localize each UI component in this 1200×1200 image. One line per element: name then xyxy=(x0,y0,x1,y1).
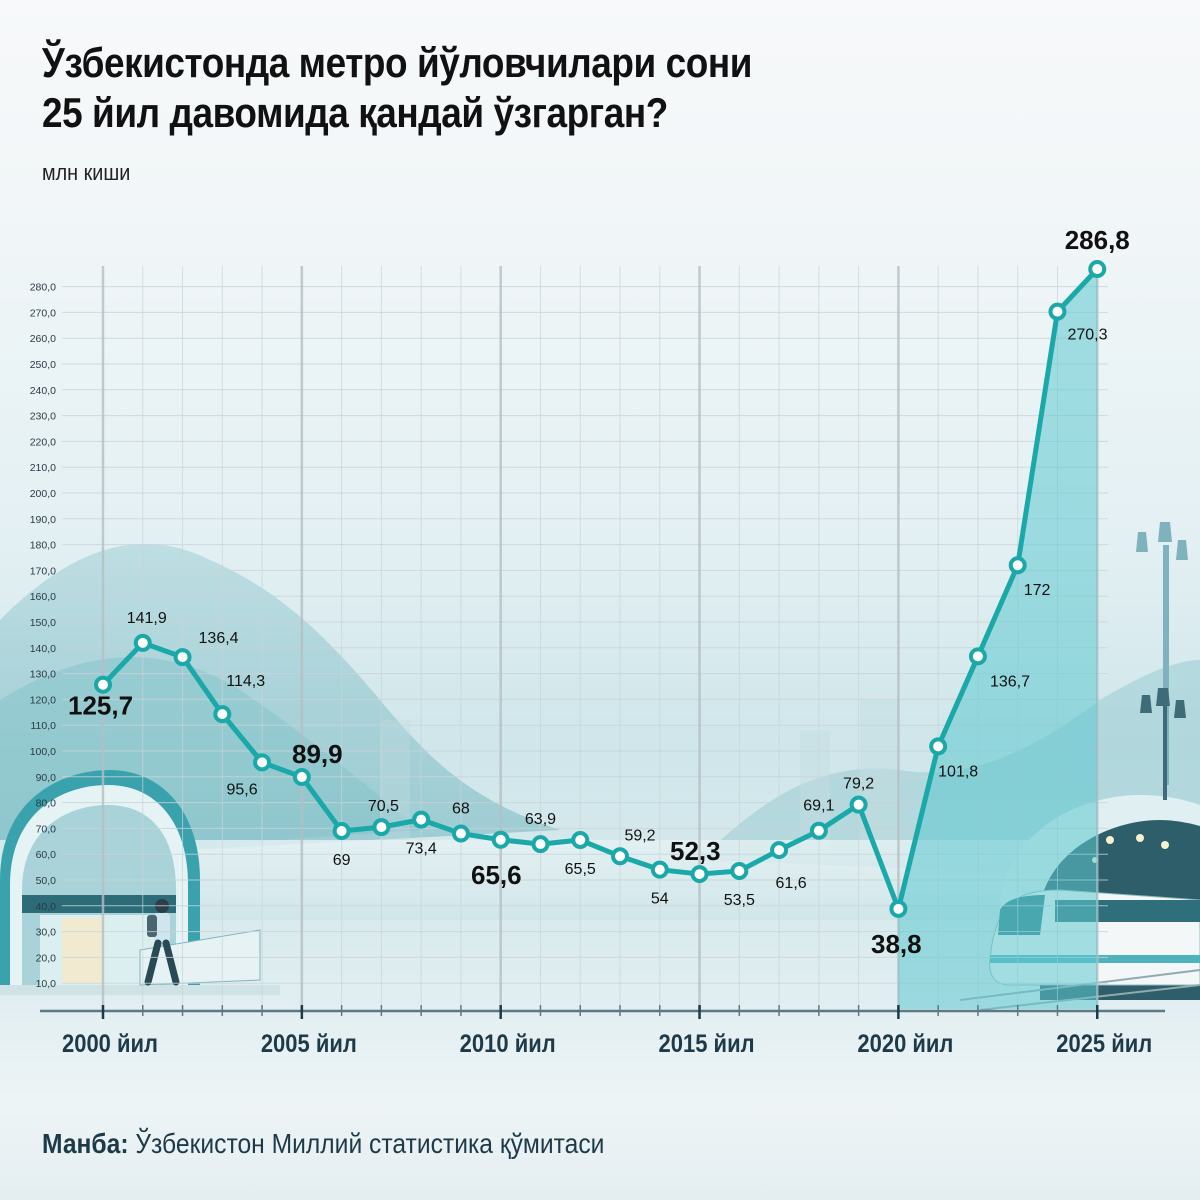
x-tick-label: 2025 йил xyxy=(1056,1030,1152,1058)
title-line-1: Ўзбекистонда метро йўловчилари сони xyxy=(42,39,753,86)
value-label: 79,2 xyxy=(843,776,874,793)
y-tick-label: 140,0 xyxy=(30,643,56,655)
data-point xyxy=(1008,556,1027,575)
data-point xyxy=(968,647,987,666)
source-text: Ўзбекистон Миллий статистика қўмитаси xyxy=(128,1128,605,1159)
data-point xyxy=(332,821,351,840)
data-point xyxy=(412,810,431,829)
y-tick-label: 270,0 xyxy=(30,307,56,319)
data-point xyxy=(133,633,152,652)
value-label: 95,6 xyxy=(227,781,258,798)
value-label: 141,9 xyxy=(127,610,167,627)
y-tick-label: 230,0 xyxy=(30,411,56,423)
source-label: Манба: xyxy=(42,1128,129,1159)
x-tick-label: 2015 йил xyxy=(659,1030,755,1058)
y-tick-label: 130,0 xyxy=(30,669,56,681)
data-point xyxy=(372,818,391,837)
data-point xyxy=(809,821,828,840)
value-label: 65,5 xyxy=(565,861,596,878)
value-label: 101,8 xyxy=(938,763,978,780)
x-tick-label: 2020 йил xyxy=(857,1030,953,1058)
highlight-value-label: 65,6 xyxy=(471,860,522,890)
value-label: 68 xyxy=(452,801,470,818)
data-point xyxy=(611,847,630,866)
source-note: Манба: Ўзбекистон Миллий статистика қўми… xyxy=(42,1128,604,1160)
data-point xyxy=(690,865,709,884)
y-tick-label: 260,0 xyxy=(30,333,56,345)
y-tick-label: 90,0 xyxy=(36,772,57,784)
value-label: 54 xyxy=(651,891,669,908)
x-tick-label: 2005 йил xyxy=(261,1030,357,1058)
data-point xyxy=(650,860,669,879)
y-tick-label: 280,0 xyxy=(30,282,56,294)
y-tick-label: 210,0 xyxy=(30,462,56,474)
chart-title: Ўзбекистонда метро йўловчилари сони 25 й… xyxy=(42,38,922,138)
y-tick-label: 240,0 xyxy=(30,385,56,397)
value-label: 69 xyxy=(333,852,351,869)
data-point xyxy=(770,841,789,860)
y-tick-label: 220,0 xyxy=(30,436,56,448)
y-tick-label: 160,0 xyxy=(30,591,56,603)
value-label: 69,1 xyxy=(803,798,834,815)
data-point xyxy=(94,675,112,694)
y-tick-label: 80,0 xyxy=(36,798,57,810)
y-tick-label: 60,0 xyxy=(36,849,57,861)
data-point xyxy=(491,830,510,849)
data-point xyxy=(451,824,470,843)
value-label: 73,4 xyxy=(406,841,437,858)
y-tick-label: 120,0 xyxy=(30,694,56,706)
highlight-value-label: 125,7 xyxy=(68,691,133,721)
data-series xyxy=(94,260,1107,918)
value-label: 270,3 xyxy=(1067,327,1107,344)
y-tick-label: 170,0 xyxy=(30,565,56,577)
x-tick-label: 2000 йил xyxy=(62,1030,158,1058)
data-point xyxy=(213,705,232,724)
value-label: 59,2 xyxy=(624,827,655,844)
data-point xyxy=(292,768,311,787)
value-label: 136,4 xyxy=(199,630,239,647)
data-point xyxy=(889,899,908,918)
value-label: 61,6 xyxy=(776,875,807,892)
y-tick-label: 10,0 xyxy=(36,978,57,990)
highlight-value-label: 286,8 xyxy=(1065,225,1130,255)
unit-label: млн киши xyxy=(42,160,131,185)
data-point xyxy=(849,795,868,814)
y-tick-label: 20,0 xyxy=(36,952,57,964)
y-tick-label: 50,0 xyxy=(36,875,57,887)
data-point xyxy=(571,831,590,850)
value-label: 136,7 xyxy=(990,673,1030,690)
data-point xyxy=(1048,302,1067,321)
y-tick-label: 100,0 xyxy=(30,746,56,758)
value-label: 172 xyxy=(1024,582,1051,599)
y-axis: 10,0 20,0 30,0 40,0 50,0 60,0 70,0 80,0 90,0 100,… xyxy=(30,282,56,991)
data-point xyxy=(1088,260,1107,279)
value-label: 53,5 xyxy=(724,892,755,909)
shaded-area xyxy=(898,269,1098,1009)
x-tick-label: 2010 йил xyxy=(460,1030,556,1058)
data-point xyxy=(730,861,749,880)
value-label: 63,9 xyxy=(525,811,556,828)
y-tick-label: 40,0 xyxy=(36,901,57,913)
highlight-value-label: 38,8 xyxy=(871,929,922,959)
y-tick-label: 200,0 xyxy=(30,488,56,500)
data-point xyxy=(253,753,272,772)
y-tick-label: 180,0 xyxy=(30,540,56,552)
value-label: 70,5 xyxy=(368,798,399,815)
y-tick-label: 250,0 xyxy=(30,359,56,371)
highlight-value-label: 52,3 xyxy=(670,836,721,866)
x-axis: 2000 йил 2005 йил 2010 йил 2015 йил 2020 йил… xyxy=(40,1005,1165,1057)
data-point xyxy=(173,648,192,667)
value-label: 114,3 xyxy=(226,673,265,690)
y-tick-label: 110,0 xyxy=(31,720,57,732)
data-labels: 125,7 141,9 136,4 114,3 95,6 89,9 69 70,5 73,4 68… xyxy=(68,225,1130,959)
y-tick-label: 30,0 xyxy=(36,927,57,939)
y-tick-label: 70,0 xyxy=(36,823,57,835)
y-tick-label: 150,0 xyxy=(30,617,56,629)
highlight-value-label: 89,9 xyxy=(292,739,343,769)
title-line-2: 25 йил давомида қандай ўзгарган? xyxy=(42,89,668,136)
data-point xyxy=(531,835,550,854)
data-point xyxy=(929,737,948,756)
y-tick-label: 190,0 xyxy=(30,514,56,526)
